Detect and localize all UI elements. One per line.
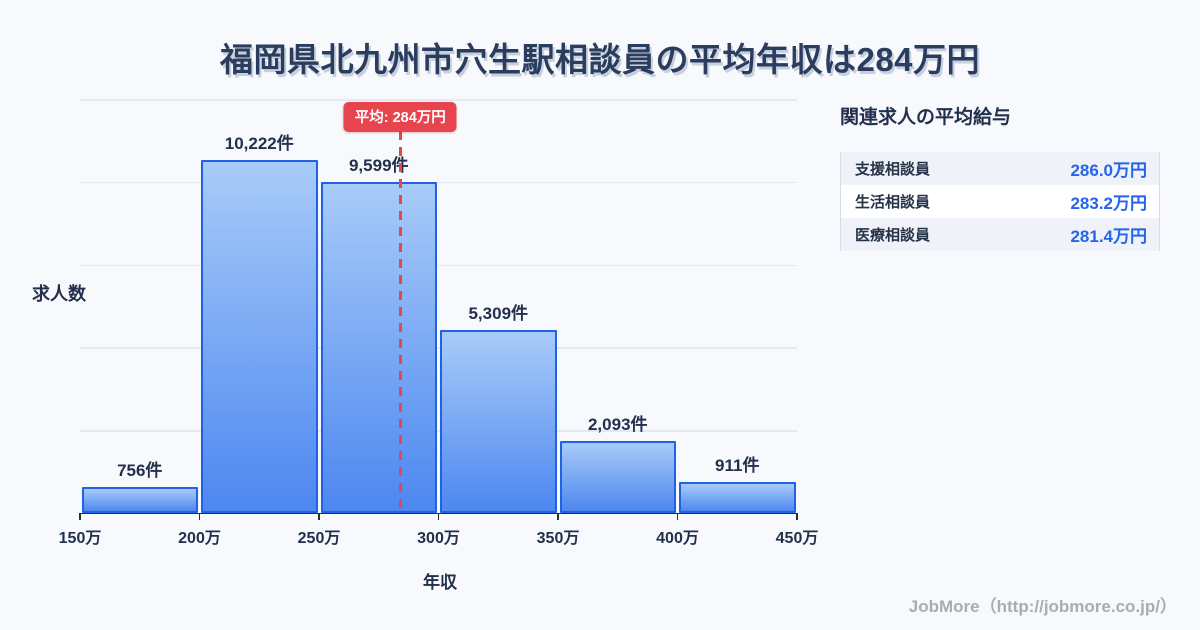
average-badge: 平均: 284万円 bbox=[343, 102, 457, 132]
histogram-bar bbox=[559, 440, 676, 513]
panel-list: 支援相談員 286.0万円生活相談員 283.2万円医療相談員 281.4万円 bbox=[840, 152, 1160, 251]
panel-row-label: 医療相談員 bbox=[855, 227, 931, 244]
gridline bbox=[80, 347, 797, 349]
footer-credit: JobMore（http://jobmore.co.jp/） bbox=[908, 597, 1177, 616]
bar-value-label: 911件 bbox=[715, 455, 760, 475]
page-title: 福岡県北九州市穴生駅相談員の平均年収は284万円 bbox=[219, 41, 981, 78]
x-axis-tick bbox=[557, 513, 559, 520]
bar-value-label: 5,309件 bbox=[468, 303, 529, 323]
histogram-bar bbox=[81, 486, 198, 513]
bar-value-label: 2,093件 bbox=[587, 414, 648, 434]
x-axis-tick bbox=[437, 513, 440, 520]
bar-value-label: 756件 bbox=[117, 460, 163, 480]
y-axis-label: 求人数 bbox=[32, 284, 86, 304]
x-tick-label: 200万 bbox=[178, 530, 221, 547]
panel-row-label: 生活相談員 bbox=[855, 194, 931, 211]
panel-row-value: 286.0万円 bbox=[1070, 161, 1147, 180]
histogram-bar bbox=[201, 160, 318, 513]
histogram-bar bbox=[440, 329, 557, 513]
related-jobs-panel: 関連求人の平均給与 支援相談員 286.0万円生活相談員 283.2万円医療相談員 2… bbox=[840, 102, 1160, 251]
average-dashed-line bbox=[398, 131, 402, 513]
x-tick-label: 400万 bbox=[656, 530, 699, 547]
x-tick-label: 150万 bbox=[58, 530, 102, 547]
x-axis-tick bbox=[796, 513, 798, 520]
gridline bbox=[80, 99, 797, 101]
panel-heading: 関連求人の平均給与 bbox=[840, 107, 1012, 128]
gridline bbox=[80, 181, 797, 184]
panel-row-value: 283.2万円 bbox=[1070, 194, 1147, 213]
x-tick-label: 350万 bbox=[536, 530, 580, 547]
x-axis-tick bbox=[676, 513, 679, 520]
x-axis-tick bbox=[198, 513, 201, 520]
panel-row: 生活相談員 283.2万円 bbox=[841, 185, 1159, 218]
panel-row-value: 281.4万円 bbox=[1070, 227, 1147, 246]
x-axis-label: 年収 bbox=[423, 573, 457, 592]
x-tick-label: 450万 bbox=[775, 530, 819, 547]
gridline bbox=[80, 264, 797, 267]
x-axis-tick bbox=[318, 513, 320, 520]
x-tick-label: 300万 bbox=[417, 530, 460, 547]
histogram-bar bbox=[320, 181, 437, 513]
plot-area: 756件 10,222件 9,599件 5,309件 2,093件 911件 150万 200… bbox=[59, 99, 818, 547]
histogram-bar bbox=[679, 481, 796, 513]
x-axis-tick bbox=[79, 513, 81, 520]
panel-row-label: 支援相談員 bbox=[855, 161, 931, 178]
gridline bbox=[80, 430, 797, 432]
panel-row: 医療相談員 281.4万円 bbox=[841, 218, 1159, 251]
panel-row: 支援相談員 286.0万円 bbox=[841, 152, 1159, 185]
bar-value-label: 10,222件 bbox=[224, 134, 294, 154]
bar-value-label: 9,599件 bbox=[348, 155, 409, 175]
x-tick-label: 250万 bbox=[297, 530, 341, 547]
